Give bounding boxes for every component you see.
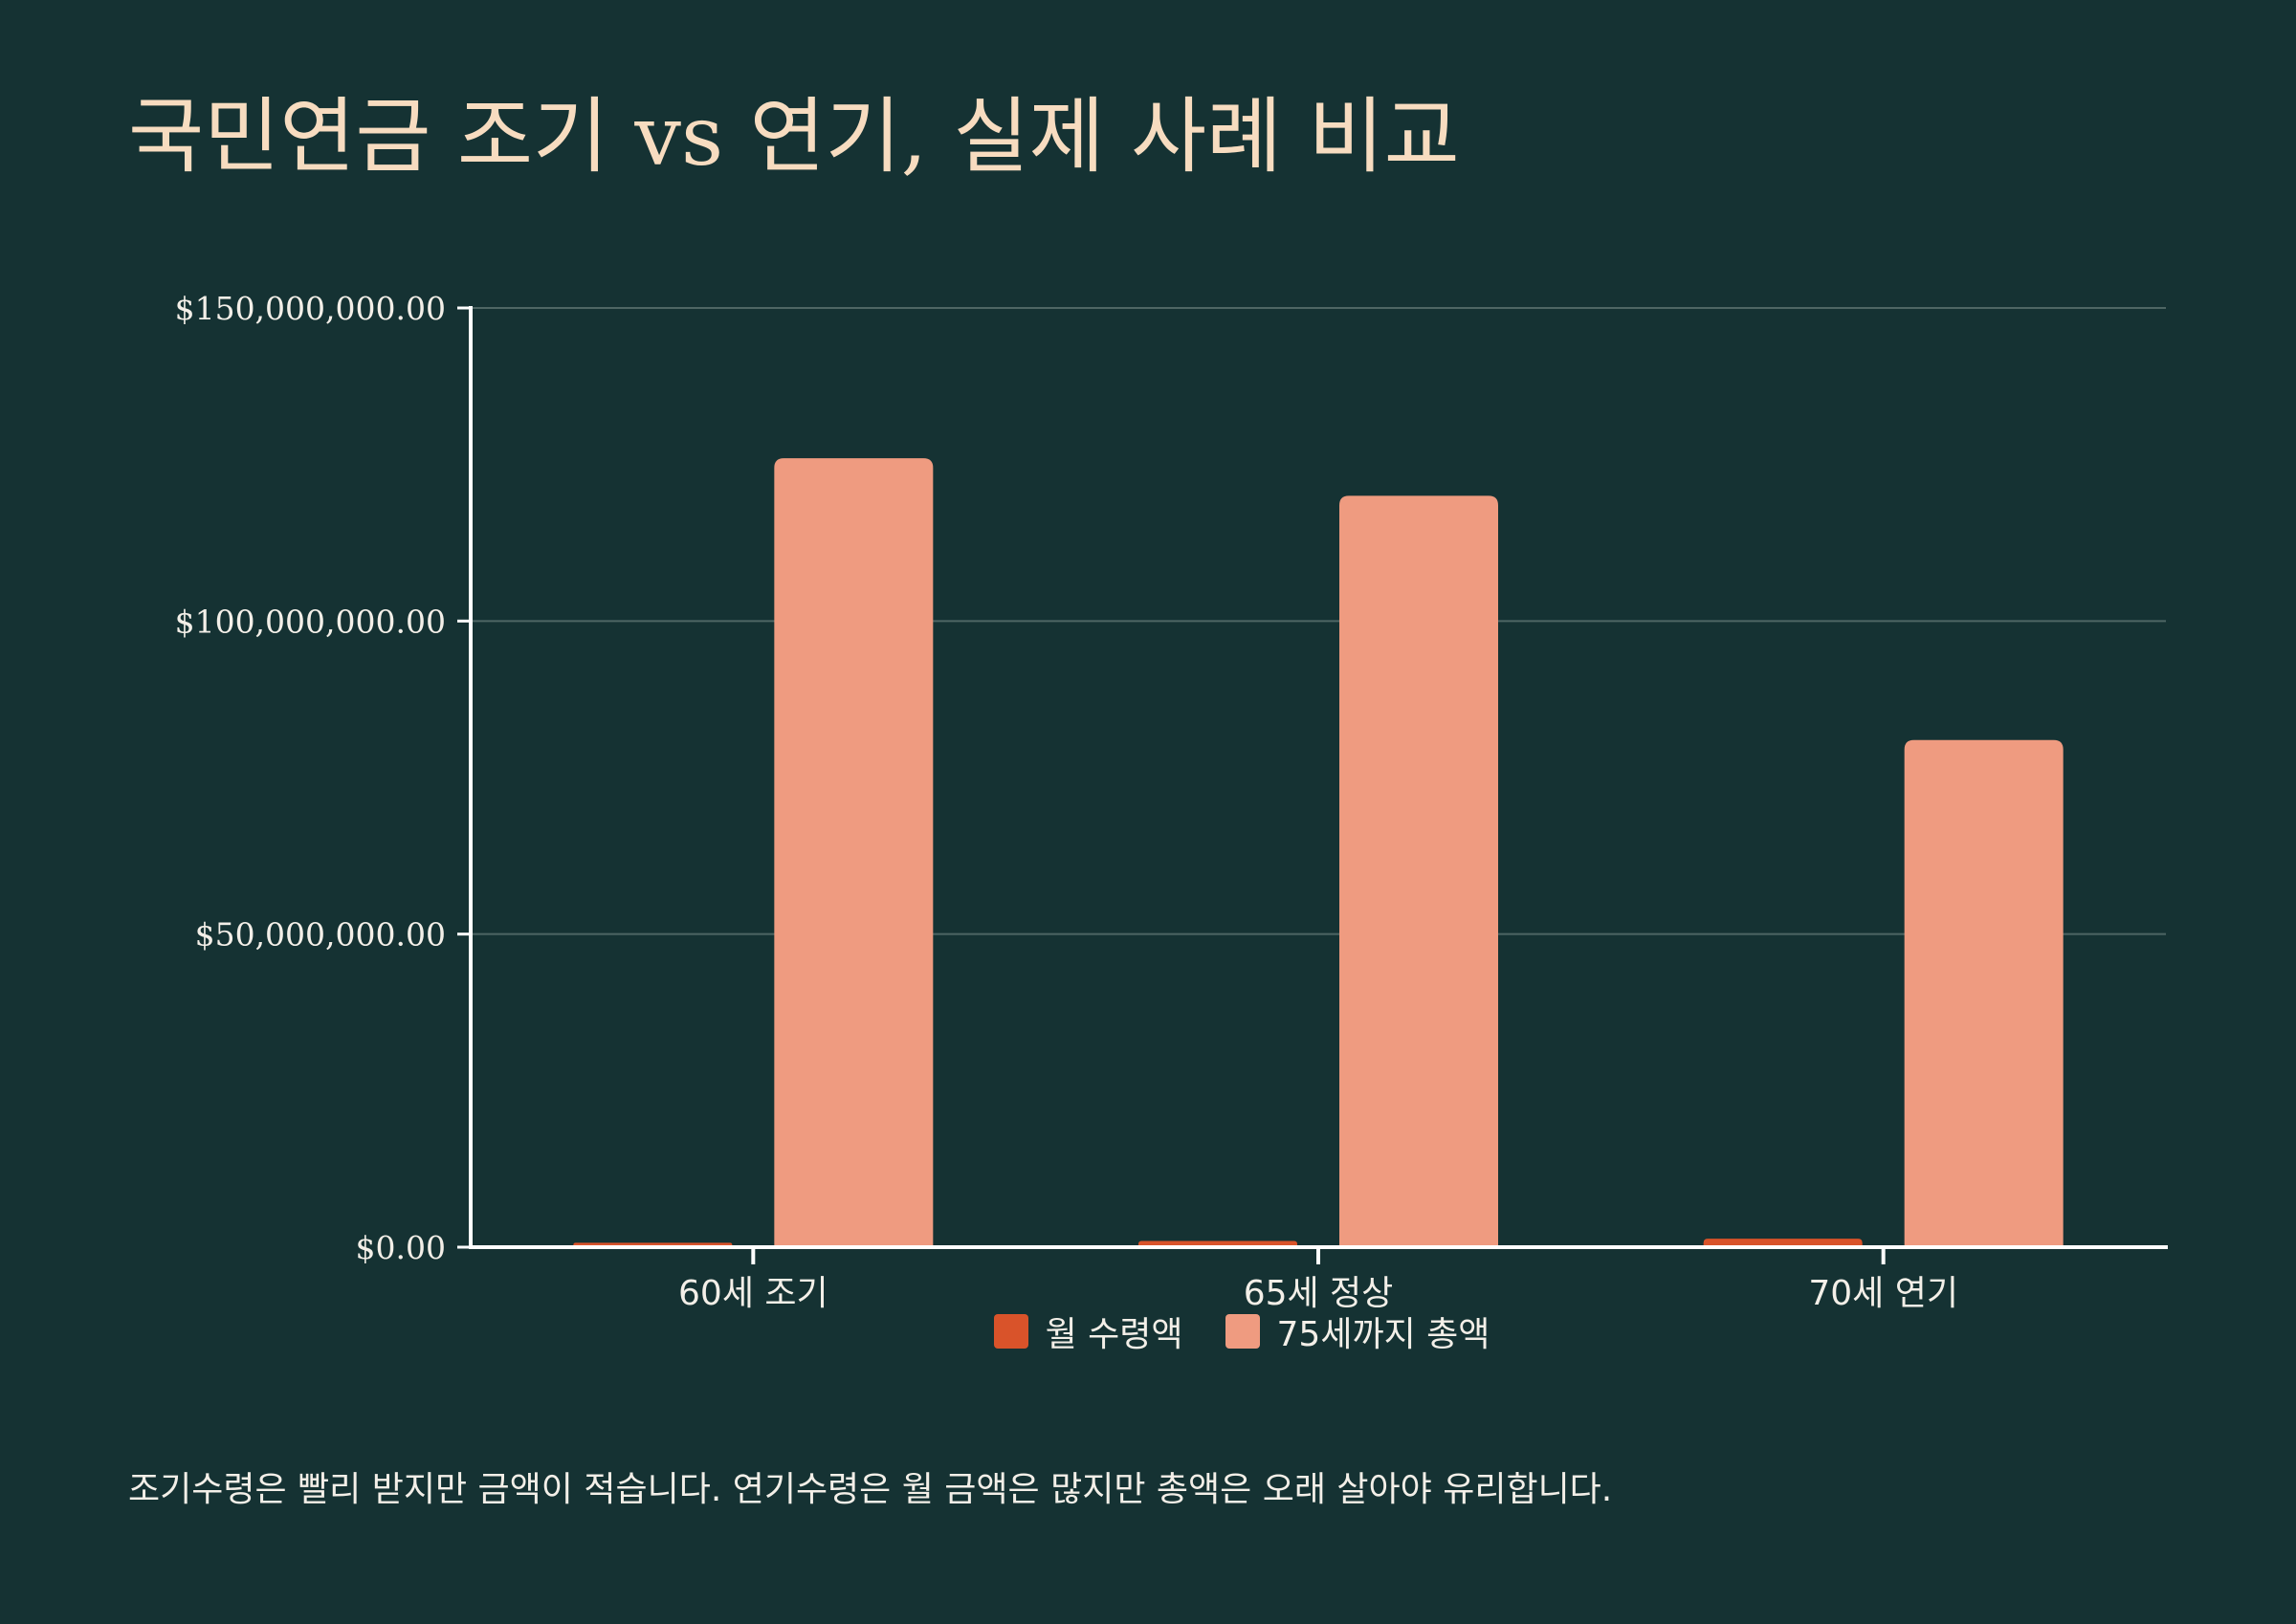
- bar-total: [1904, 739, 2064, 1247]
- legend-label-total: 75세까지 총액: [1276, 1315, 1490, 1354]
- legend-swatch-monthly: [993, 1314, 1028, 1349]
- chart-footnote: 조기수령은 빨리 받지만 금액이 적습니다. 연기수령은 월 금액은 많지만 총…: [128, 1470, 1613, 1509]
- y-tick-label: $150,000,000.00: [175, 290, 446, 327]
- bar-total: [774, 458, 934, 1247]
- x-tick-label: 60세 조기: [678, 1274, 828, 1313]
- legend-label-monthly: 월 수령액: [1045, 1315, 1183, 1354]
- y-tick-label: $50,000,000.00: [195, 916, 446, 954]
- x-tick-label: 70세 연기: [1808, 1274, 1958, 1313]
- y-tick-label: $0.00: [356, 1229, 446, 1266]
- x-tick-label: 65세 정상: [1244, 1274, 1394, 1313]
- legend-item-monthly: 월 수령액: [993, 1303, 1183, 1360]
- chart-legend: 월 수령액 75세까지 총액: [0, 1303, 2296, 1360]
- bar-monthly: [1703, 1239, 1863, 1247]
- y-tick-label: $100,000,000.00: [175, 603, 446, 640]
- chart-title: 국민연금 조기 vs 연기, 실제 사례 비교: [128, 89, 1460, 185]
- legend-item-total: 75세까지 총액: [1225, 1303, 1490, 1360]
- legend-swatch-total: [1225, 1314, 1260, 1349]
- bar-total: [1339, 495, 1498, 1247]
